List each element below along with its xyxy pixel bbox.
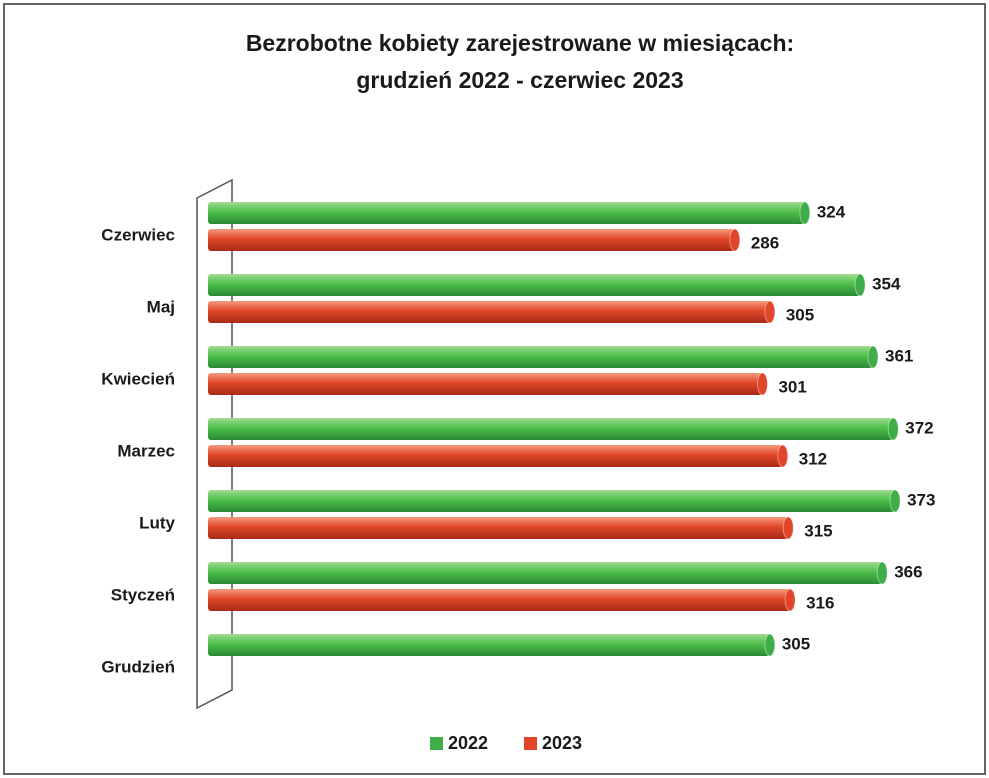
data-label: 312 [799,449,827,468]
y-tick-label: Kwiecień [101,369,175,388]
data-label: 315 [804,521,832,540]
bar [208,202,805,224]
legend-swatch [524,737,537,750]
bar-cap [729,228,741,252]
data-label: 354 [872,274,901,293]
legend-label: 2022 [448,733,488,753]
bar-cap [887,417,899,441]
bar [208,490,896,512]
chart-title: Bezrobotne kobiety zarejestrowane w mies… [246,30,794,56]
bar-cap [889,489,901,513]
bar-cap [756,372,768,396]
legend-label: 2023 [542,733,582,753]
bar-cap [799,201,811,225]
bar [208,418,894,440]
data-label: 324 [817,202,846,221]
y-tick-label: Grudzień [101,657,175,676]
bar [208,301,770,323]
bar-cap [777,444,789,468]
bar-cap [876,561,888,585]
bar [208,346,873,368]
data-label: 301 [778,377,806,396]
y-tick-label: Czerwiec [101,225,175,244]
bar [208,634,770,656]
bar [208,589,791,611]
bar-cap [854,273,866,297]
data-label: 316 [806,593,834,612]
y-tick-label: Styczeń [111,585,175,604]
chart-subtitle: grudzień 2022 - czerwiec 2023 [356,67,683,93]
bar [208,274,861,296]
legend-swatch [430,737,443,750]
axis-wall [196,178,233,710]
bar [208,373,763,395]
data-label: 305 [782,634,810,653]
y-tick-label: Marzec [117,441,175,460]
bar [208,562,883,584]
data-label: 366 [894,562,922,581]
bar [208,445,783,467]
bar [208,517,789,539]
bar-cap [782,516,794,540]
y-tick-label: Luty [139,513,175,532]
bar-cap [867,345,879,369]
bar [208,229,735,251]
y-tick-label: Maj [147,297,175,316]
bar-cap [784,588,796,612]
data-label: 305 [786,305,814,324]
data-label: 372 [905,418,933,437]
data-label: 286 [751,233,779,252]
data-label: 361 [885,346,913,365]
bar-cap [764,300,776,324]
data-label: 373 [907,490,935,509]
bar-cap [764,633,776,657]
